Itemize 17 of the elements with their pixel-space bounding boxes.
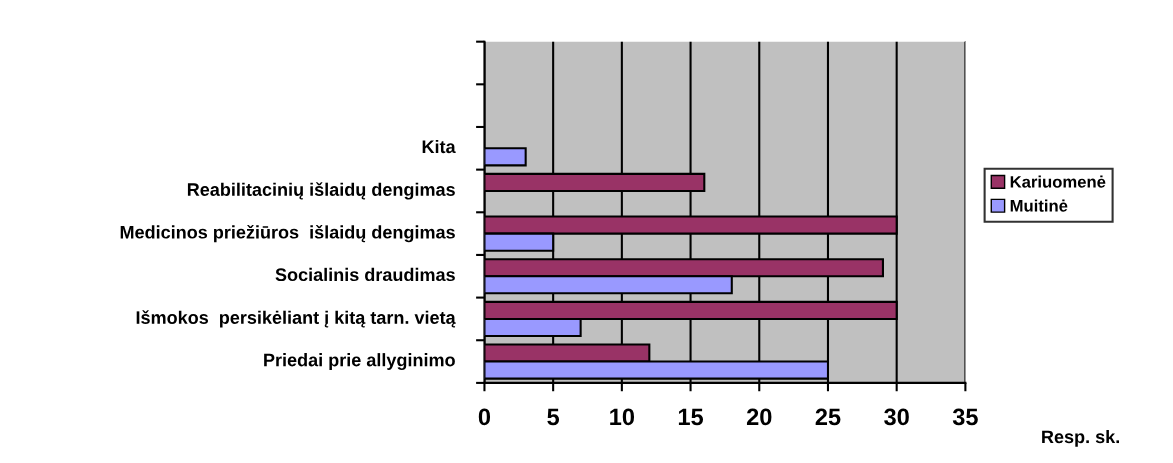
y-tick-label: Medicinos priežiūros išlaidų dengimas — [120, 224, 455, 243]
x-tick-label: 5 — [547, 408, 560, 426]
y-tick-label: Išmokos persikėliant į kitą tarn. vietą — [136, 310, 456, 328]
x-tick-label: 0 — [478, 408, 491, 426]
x-tick-label: 30 — [884, 408, 909, 426]
x-axis-title: Resp. sk. — [1042, 429, 1119, 447]
x-tick-label: 20 — [746, 408, 772, 426]
x-tick-label: 10 — [610, 408, 635, 426]
legend-label: Muitinė — [1010, 199, 1068, 212]
y-tick-label: Priedai prie allyginimo — [264, 353, 455, 371]
x-tick-label: 15 — [678, 408, 704, 426]
x-tick-label: 25 — [815, 408, 841, 426]
y-tick-label: Kita — [422, 139, 456, 154]
legend-label: Kariuomenė — [1010, 175, 1106, 188]
y-tick-label: Reabilitacinių išlaidų dengimas — [187, 182, 455, 200]
x-tick-label: 35 — [952, 408, 978, 426]
y-tick-label: Socialinis draudimas — [275, 267, 455, 282]
